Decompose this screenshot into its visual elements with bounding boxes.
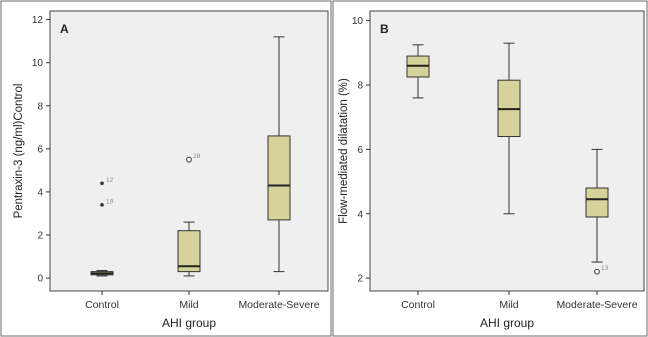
panel-b-x-tick-label: Moderate-Severe: [556, 299, 637, 311]
panel-a-box: [267, 135, 291, 221]
panel-a-letter: A: [60, 22, 69, 36]
panel-a-y-tick-label: 10: [32, 58, 44, 69]
panel-b-outlier: [593, 268, 600, 275]
panel-b-y-tick-label: 10: [352, 16, 364, 27]
panel-b-x-axis-title: AHI group: [480, 316, 534, 330]
panel-a-y-tick-label: 0: [37, 274, 43, 285]
panel-b-y-tick-label: 4: [357, 209, 363, 220]
panel-b-y-tick-label: 2: [357, 274, 363, 285]
panel-a-y-tick-label: 8: [37, 101, 43, 112]
panel-a-x-axis-title: AHI group: [162, 316, 216, 330]
panel-a-outlier: [186, 156, 193, 163]
panel-b-marks: 2 4 6 8 10 Control Mild Moderate-Severe 13: [352, 16, 638, 311]
panel-a-y-axis-title: Pentraxin-3 (ng/ml)Control: [13, 84, 25, 219]
panel-a-x-tick-label: Control: [85, 299, 119, 311]
panel-b-x-tick-label: Mild: [499, 299, 518, 311]
panel-a-outlier-label: 19: [106, 198, 114, 205]
panel-a-box: [177, 230, 201, 273]
panel-a-x-tick-label: Moderate-Severe: [238, 299, 319, 311]
panel-a-y-tick-label: 4: [37, 187, 43, 198]
panel-a: A Pentraxin-3 (ng/ml)Control AHI group 0…: [13, 10, 329, 330]
panel-a-outlier-label: 12: [106, 177, 114, 184]
panel-a-y-tick-label: 6: [37, 144, 43, 155]
panel-b-x-tick-label: Control: [401, 299, 435, 311]
panel-b-plot-area: [369, 10, 645, 292]
panel-b-y-axis-title: Flow-mediated dilatation (%): [338, 78, 350, 224]
panel-b-y-tick-label: 6: [357, 145, 363, 156]
panel-b-y-tick-label: 8: [357, 81, 363, 92]
panel-a-x-tick-label: Mild: [179, 299, 198, 311]
panel-a-outlier-extreme: [100, 181, 104, 186]
panel-b: B Flow-mediated dilatation (%) AHI group…: [338, 10, 645, 330]
panel-a-y-tick-label: 12: [32, 15, 44, 26]
panel-a-marks: 0 2 4 6 8 10 12 Control Mild Moderate-Severe 12 19 2…: [32, 15, 320, 311]
panel-a-y-tick-label: 2: [37, 231, 43, 242]
panel-b-box: [585, 187, 609, 218]
panel-b-outlier-label: 13: [601, 265, 609, 272]
panel-a-outlier-label: 28: [193, 153, 201, 160]
panel-b-letter: B: [380, 22, 389, 36]
panel-a-outlier-extreme: [100, 203, 104, 207]
